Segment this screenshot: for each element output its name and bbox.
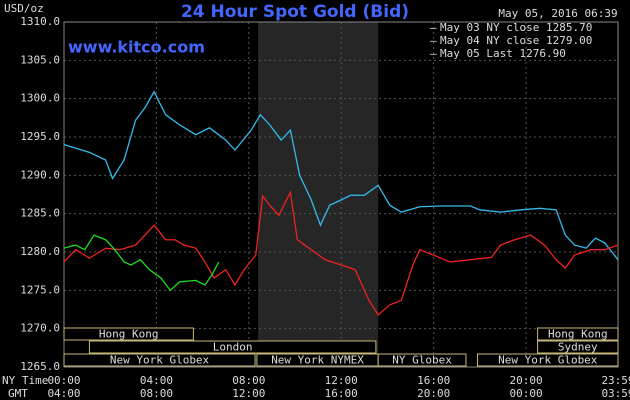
y-tick-label: 1300.0 [20,92,60,105]
shaded-region [258,22,379,367]
session-label: New York Globex [110,354,210,367]
legend-entry: May 05 Last 1276.90 [440,47,566,60]
session-box [63,327,194,341]
session-label: New York NYMEX [271,354,364,367]
x2-tick-label: 00:00 [509,387,542,400]
session-label: Hong Kong [548,328,608,341]
y-tick-label: 1270.0 [20,322,60,335]
x2-tick-label: 12:00 [232,387,265,400]
plot-border [63,21,619,368]
y-tick-label: 1280.0 [20,245,60,258]
session-box [537,327,619,341]
x2-tick-label: 16:00 [325,387,358,400]
x2-tick-label: 20:00 [417,387,450,400]
x2-axis-label: GMT [8,387,28,400]
date-label: May 05, 2016 06:39 [498,7,617,20]
session-box [537,340,619,354]
chart-title: 24 Hour Spot Gold (Bid) [181,2,409,22]
y-tick-label: 1265.0 [20,360,60,373]
x-tick-label: 20:00 [509,374,542,387]
site-label: www.kitco.com [68,38,205,57]
y-tick-label: 1290.0 [20,168,60,181]
price-line [63,90,619,261]
price-line [63,234,220,292]
price-line [63,190,619,316]
x2-tick-label: 04:00 [47,387,80,400]
x-axis-label: NY Time [2,374,48,387]
x-tick-label: 12:00 [325,374,358,387]
y-tick-label: 1310.0 [20,15,60,28]
session-label: New York Globex [498,354,598,367]
y-tick-label: 1305.0 [20,53,60,66]
session-box [377,353,467,367]
session-label: London [213,341,253,354]
session-box [477,353,619,367]
session-box [88,340,377,354]
session-label: Sydney [558,341,598,354]
y-axis-label: USD/oz [4,2,44,15]
legend-entry: May 04 NY close 1279.00 [440,34,592,47]
x-tick-label: 08:00 [232,374,265,387]
x-tick-label: 04:00 [140,374,173,387]
x-tick-label: 00:00 [47,374,80,387]
session-label: NY Globex [392,354,452,367]
x2-tick-label: 08:00 [140,387,173,400]
session-label: Hong Kong [99,328,159,341]
legend-marker: — [430,34,437,47]
session-box [63,353,256,367]
x-tick-label: 23:59 [601,374,630,387]
y-tick-label: 1295.0 [20,130,60,143]
x-tick-label: 16:00 [417,374,450,387]
legend-entry: May 03 NY close 1285.70 [440,21,592,34]
legend-marker: — [430,21,437,34]
legend-marker: — [430,47,437,60]
y-tick-label: 1275.0 [20,283,60,296]
x2-tick-label: 03:59 [601,387,630,400]
y-tick-label: 1285.0 [20,207,60,220]
